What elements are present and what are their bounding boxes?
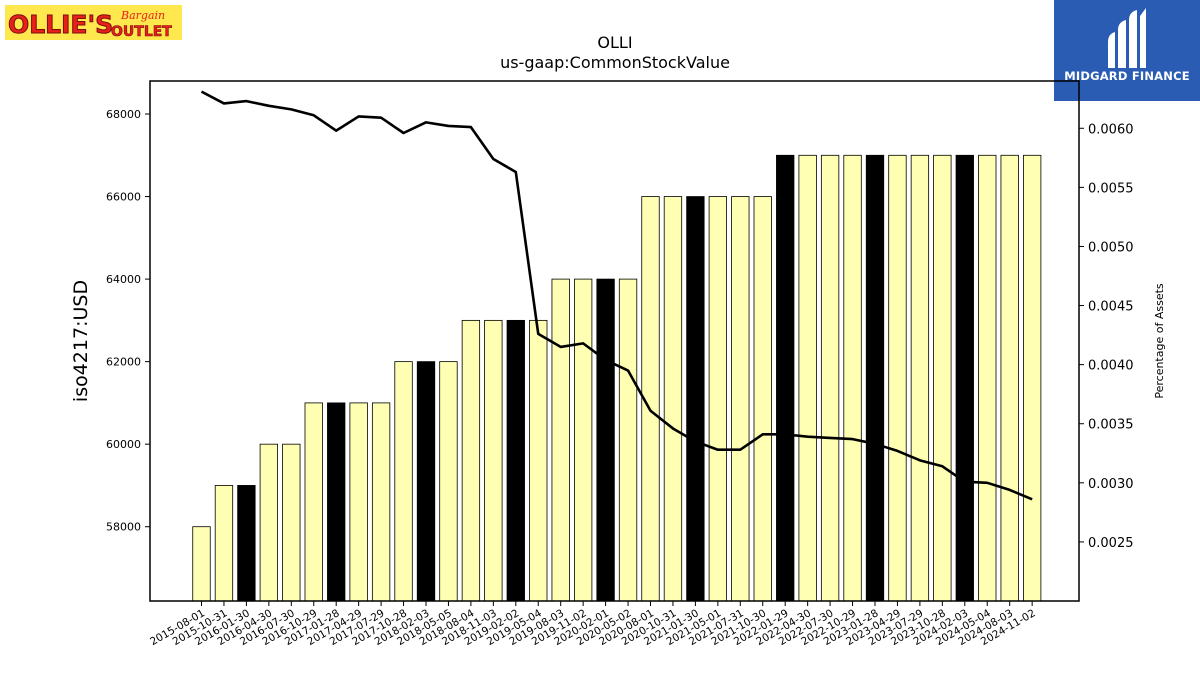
bar <box>1023 154 1042 602</box>
bar <box>237 485 256 602</box>
bar <box>618 278 638 602</box>
bar <box>282 443 301 602</box>
y2-tick-label: 0.0025 <box>1088 536 1134 551</box>
bar <box>865 154 885 602</box>
bar <box>259 443 279 602</box>
ollies-logo-bottom-text: OUTLET <box>111 24 172 40</box>
y-tick-label: 60000 <box>106 438 141 451</box>
bar <box>731 196 750 602</box>
y-tick-label: 58000 <box>106 521 141 534</box>
bar <box>304 402 323 602</box>
bar <box>596 278 615 602</box>
y2-tick-label: 0.0055 <box>1088 181 1134 196</box>
y2-tick-label: 0.0060 <box>1088 122 1134 137</box>
bar <box>843 154 862 602</box>
bar <box>394 361 413 602</box>
ollies-logo-graphic: OLLIE'S Bargain OUTLET <box>8 9 173 40</box>
ollies-logo: OLLIE'S Bargain OUTLET <box>5 5 182 40</box>
y2-tick-label: 0.0045 <box>1088 300 1134 315</box>
y-tick-label: 64000 <box>106 273 141 286</box>
bars-layer <box>192 154 1042 602</box>
bar <box>192 526 211 602</box>
bar <box>820 154 840 602</box>
y-tick-label: 66000 <box>106 191 141 204</box>
bar <box>798 154 817 602</box>
bar <box>978 154 997 602</box>
percentage-line <box>200 90 1033 501</box>
bar <box>349 402 368 602</box>
y-tick-label: 68000 <box>106 108 141 121</box>
bar <box>529 319 548 602</box>
y-axis-label: iso4217:USD <box>70 280 92 402</box>
bar <box>663 196 683 602</box>
ollies-logo-top-text: Bargain <box>120 9 165 22</box>
midgard-mark-icon <box>1108 8 1146 68</box>
plot-frame <box>149 80 1080 602</box>
bar <box>1000 154 1019 602</box>
bar <box>439 361 458 602</box>
y-tick-label: 62000 <box>106 356 141 369</box>
bar <box>574 278 593 602</box>
chart-title: OLLI <box>597 33 632 52</box>
ollies-logo-main-text: OLLIE'S <box>8 10 113 39</box>
bar <box>416 361 436 602</box>
y2-tick-label: 0.0050 <box>1088 240 1134 255</box>
bar <box>776 154 795 602</box>
bar <box>955 154 974 602</box>
midgard-finance-brand-text: MIDGARD FINANCE <box>1064 69 1190 83</box>
chart-subtitle: us-gaap:CommonStockValue <box>500 53 730 72</box>
bar <box>214 485 234 602</box>
bar <box>506 319 525 602</box>
line-layer <box>200 90 1033 501</box>
bar <box>371 402 391 602</box>
bar <box>686 196 705 602</box>
bar <box>484 319 503 602</box>
bar <box>753 196 772 602</box>
bar <box>461 319 481 602</box>
bar <box>910 154 930 602</box>
bar <box>551 278 570 602</box>
bar <box>888 154 907 602</box>
y2-tick-label: 0.0030 <box>1088 477 1134 492</box>
y2-tick-label: 0.0035 <box>1088 418 1134 433</box>
y2-tick-label: 0.0040 <box>1088 359 1134 374</box>
bar <box>933 154 952 602</box>
bar <box>708 196 727 602</box>
bar <box>327 402 346 602</box>
y2-axis-label: Percentage of Assets <box>1153 283 1166 399</box>
